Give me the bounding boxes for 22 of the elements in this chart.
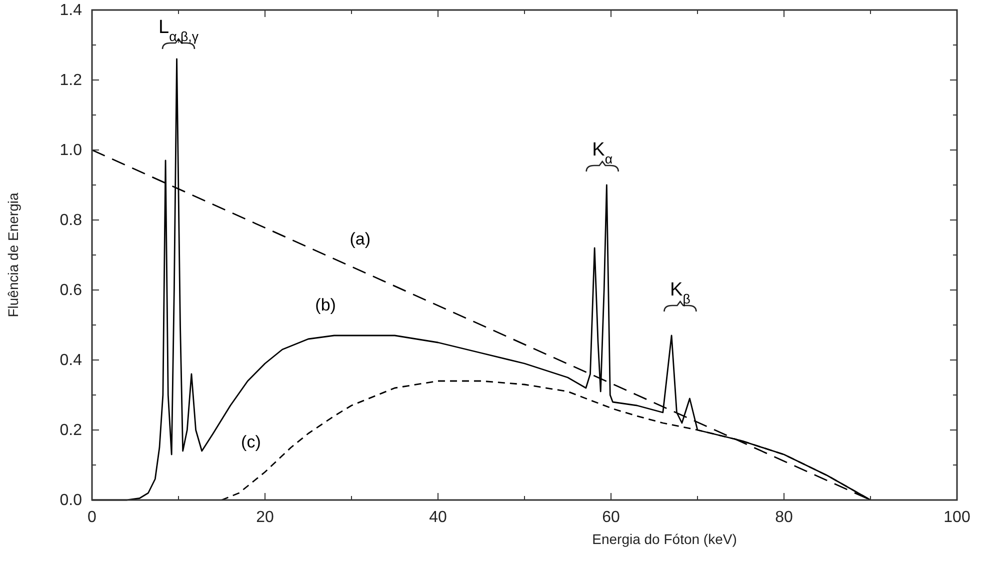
y-tick-label: 1.2 [60,72,82,89]
series-label: (a) [350,230,371,249]
annotation: L$_{α,β,γ}$ [158,17,199,44]
y-tick-label: 1.0 [60,142,82,159]
y-tick-label: 0.4 [60,352,82,369]
x-tick-label: 80 [775,509,793,526]
x-tick-label: 60 [602,509,620,526]
x-axis-title: Energia do Fóton (keV) [592,531,737,547]
x-tick-label: 0 [88,509,97,526]
y-axis-title: Fluência de Energia [5,192,21,318]
y-tick-label: 0.2 [60,422,82,439]
y-tick-label: 0.6 [60,282,82,299]
x-tick-label: 20 [256,509,274,526]
y-tick-label: 1.4 [60,2,82,19]
annotation: K$_{α}$ [592,140,613,166]
y-tick-label: 0.0 [60,492,82,509]
series-label: (c) [241,432,261,452]
y-tick-label: 0.8 [60,212,82,229]
annotation: K$_{β}$ [670,280,691,306]
series-label: (b) [315,296,336,315]
x-tick-label: 100 [944,509,970,526]
x-tick-label: 40 [429,509,447,526]
